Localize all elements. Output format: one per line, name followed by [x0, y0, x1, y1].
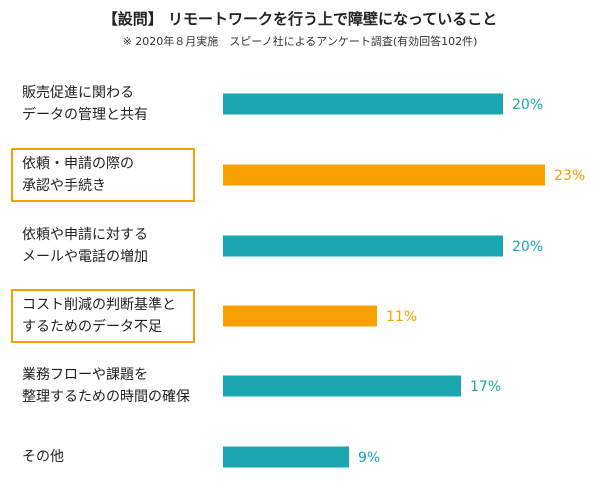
value-label: 9%	[358, 450, 380, 466]
category-label: その他	[22, 449, 64, 465]
category-label: 業務フローや課題を	[22, 367, 148, 383]
bar	[223, 93, 503, 115]
category-label: 承認や手続き	[22, 177, 106, 194]
bar	[223, 446, 349, 468]
value-label: 17%	[470, 379, 501, 395]
category-label: 販売促進に関わる	[22, 85, 134, 101]
bar	[223, 164, 545, 186]
value-label: 20%	[512, 239, 543, 255]
category-label: 整理するための時間の確保	[22, 389, 190, 405]
bar	[223, 375, 461, 397]
category-label: データの管理と共有	[22, 106, 148, 123]
bar	[223, 305, 377, 327]
chart-title: 【設問】 リモートワークを行う上で障壁になっていること	[102, 10, 498, 28]
category-label: するためのデータ不足	[22, 318, 162, 335]
category-label: コスト削減の判断基準と	[22, 296, 176, 313]
category-label: メールや電話の増加	[22, 248, 148, 265]
category-label: 依頼や申請に対する	[22, 227, 148, 243]
category-label: 依頼・申請の際の	[22, 156, 134, 172]
value-label: 11%	[386, 309, 417, 325]
highlight-frame	[11, 289, 195, 343]
bar	[223, 235, 503, 257]
value-label: 23%	[554, 168, 585, 184]
chart-subtitle: ※ 2020年８月実施 スピーノ社によるアンケート調査(有効回答102件)	[122, 35, 478, 48]
highlight-frame	[11, 148, 195, 202]
value-label: 20%	[512, 97, 543, 113]
